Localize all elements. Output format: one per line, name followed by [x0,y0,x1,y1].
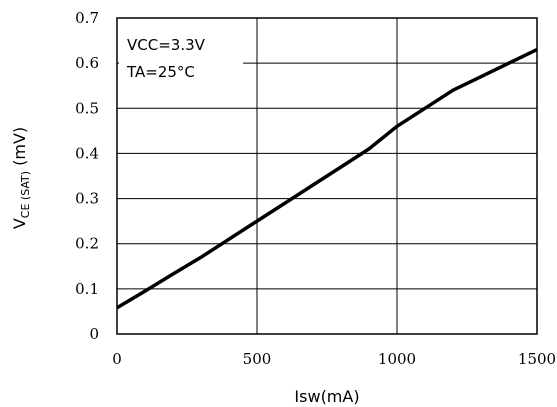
y-tick-labels: 0 0.1 0.2 0.3 0.4 0.5 0.6 0.7 [75,9,99,343]
x-tick-label: 0 [112,350,122,368]
y-axis-label: VCE (SAT) (mV) [10,127,32,229]
annotation-box [119,20,243,88]
annotation-text: TA=25°C [126,63,195,81]
x-axis-label: Isw(mA) [294,387,359,406]
y-tick-label: 0.2 [75,235,99,253]
y-tick-label: 0.5 [75,99,99,117]
plot-frame [116,17,538,335]
annotations: VCC=3.3V TA=25°C [126,36,206,81]
x-tick-labels: 0 500 1000 1500 [112,350,556,368]
y-tick-label: 0.7 [75,9,99,27]
y-axis-label-suffix: (mV) [10,127,29,171]
series-line [116,48,538,310]
annotation-text: VCC=3.3V [127,36,206,54]
y-tick-label: 0.1 [75,280,99,298]
y-axis-label-subscript: CE (SAT) [19,171,32,218]
x-tick-label: 500 [243,350,272,368]
x-tick-label: 1500 [518,350,556,368]
y-tick-label: 0.6 [75,54,99,72]
y-axis-label-main: V [10,218,29,229]
y-tick-label: 0.4 [75,144,99,162]
x-tick-label: 1000 [378,350,416,368]
y-tick-label: 0 [89,325,99,343]
plot-area [116,48,538,310]
y-tick-label: 0.3 [75,190,99,208]
